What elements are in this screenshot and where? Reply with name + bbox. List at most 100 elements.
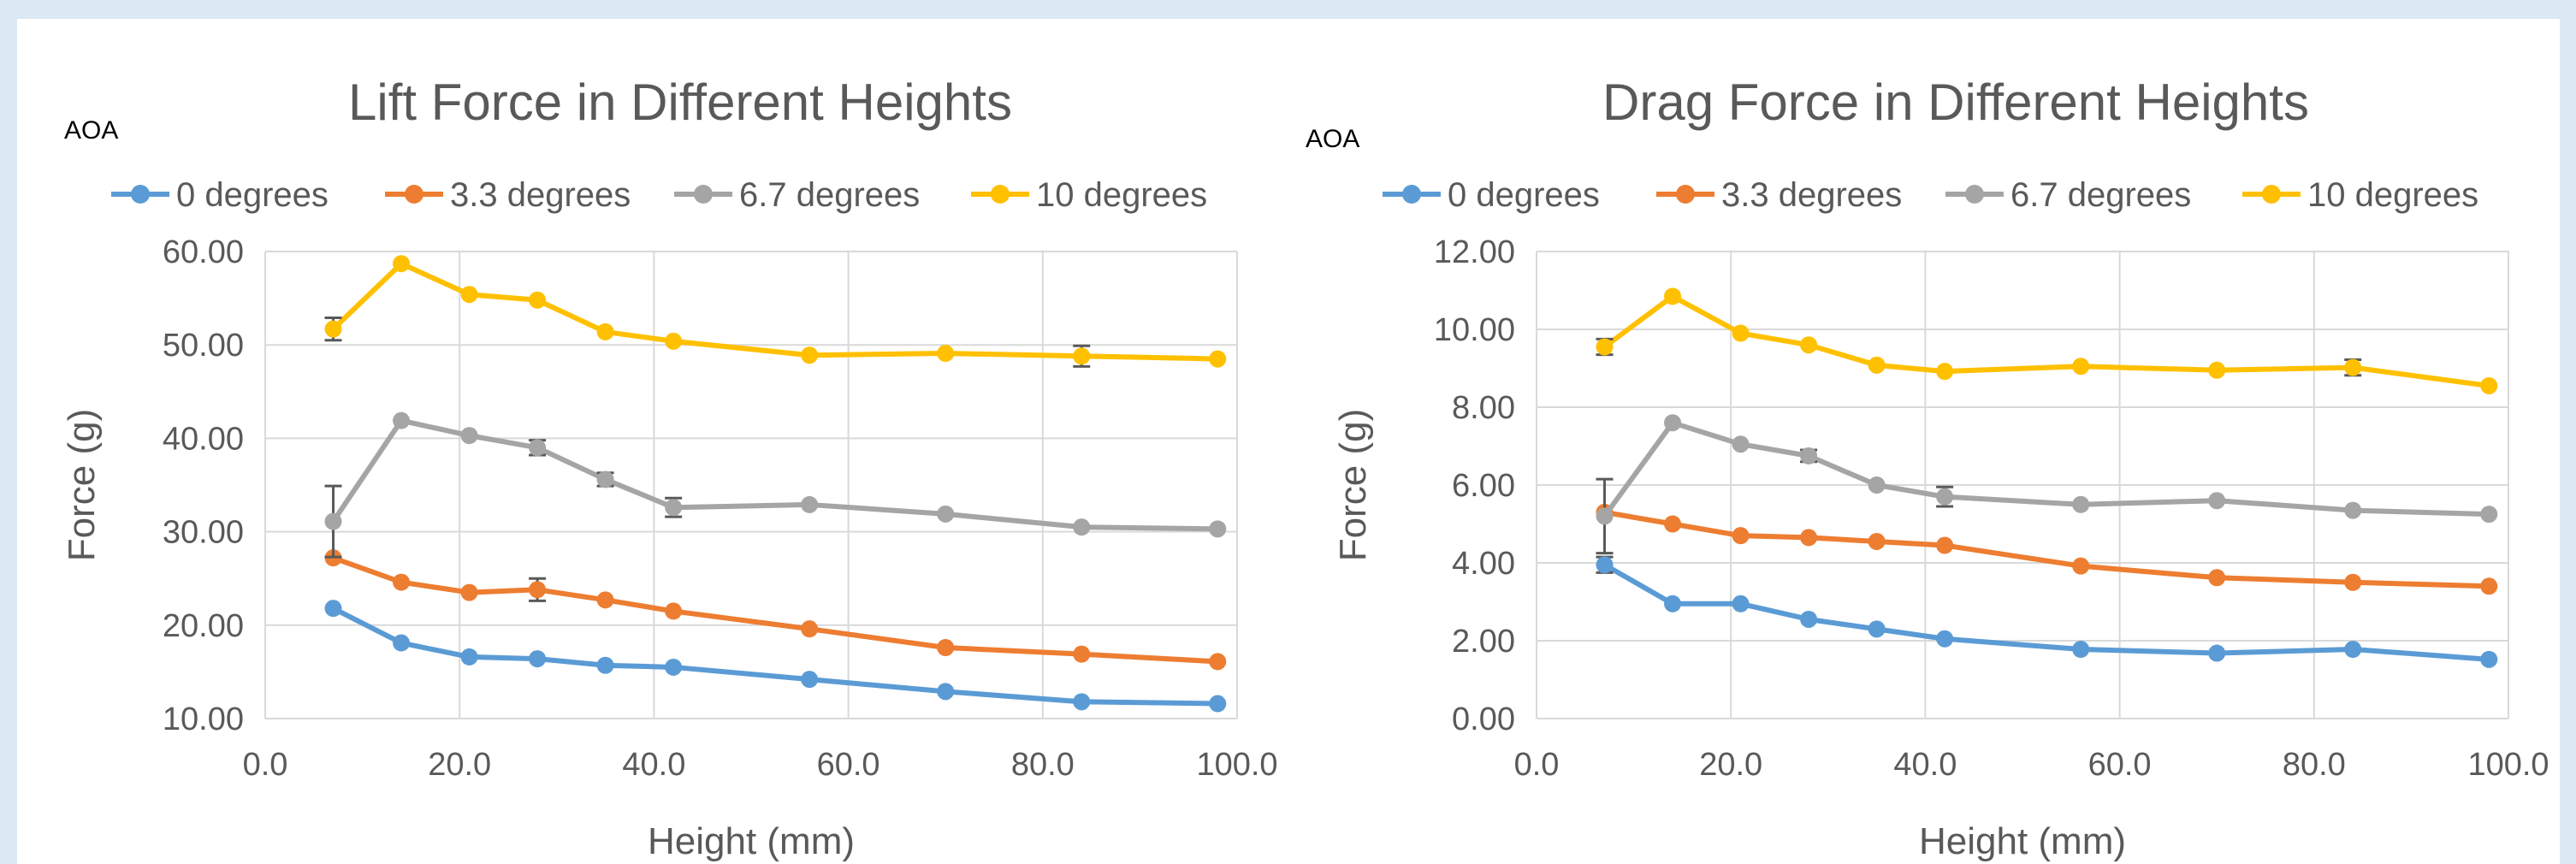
lift-chart-title: Lift Force in Different Heights [348,74,1012,131]
drag-data-point [1800,336,1818,354]
lift-data-point [801,495,819,513]
drag-data-point [1664,414,1682,432]
drag-data-point [1936,536,1954,554]
lift-x-tick-label: 20.0 [428,747,491,783]
drag-data-point [2480,577,2498,595]
lift-data-point [529,581,547,599]
drag-series-0 [1596,555,2498,668]
lift-series-3 [324,255,1227,368]
drag-y-axis-title: Force (g) [1332,409,1374,561]
drag-data-point [1800,610,1818,628]
lift-y-tick-label: 10.00 [163,701,244,737]
lift-x-tick-label: 80.0 [1011,747,1075,783]
lift-data-point [937,639,955,657]
legend-swatch-marker [991,185,1010,204]
drag-x-tick-label: 0.0 [1514,747,1560,783]
drag-y-tick-label: 6.00 [1452,468,1515,504]
drag-x-tick-label: 100.0 [2467,747,2549,783]
drag-force-chart: Drag Force in Different Heights AOA 0 degr… [1306,74,2549,862]
drag-data-point [1732,527,1750,545]
lift-data-point [596,323,614,340]
lift-x-tick-label: 40.0 [622,747,685,783]
drag-data-point [2480,376,2498,394]
drag-data-point [2072,641,2090,659]
legend-swatch-marker [2262,185,2281,204]
drag-y-tick-label: 4.00 [1452,546,1515,582]
drag-x-tick-label: 20.0 [1699,747,1762,783]
lift-series-line [330,417,1221,532]
legend-swatch-marker [1965,185,1984,204]
lift-x-tick-label: 0.0 [243,747,288,783]
lift-data-point [801,671,819,689]
lift-series-line [330,261,1221,362]
drag-series-3 [1596,287,2498,394]
lift-data-point [937,345,955,363]
legend-label: 10 degrees [1036,176,1207,214]
lift-data-point [324,512,342,530]
legend-label: 6.7 degrees [739,176,920,214]
legend-swatch-marker [1676,185,1695,204]
lift-y-axis-title: Force (g) [61,409,103,561]
lift-series-line [330,606,1221,707]
lift-legend-item-3: 10 degrees [971,176,1207,214]
lift-data-point [596,470,614,488]
drag-data-point [2208,569,2226,587]
lift-series-line [330,555,1221,665]
drag-legend-item-1: 3.3 degrees [1656,176,1902,214]
drag-series-2 [1596,414,2498,555]
drag-series-line [1602,562,2492,662]
drag-data-point [1664,287,1682,305]
drag-data-point [1732,435,1750,453]
drag-data-point [2480,506,2498,524]
drag-data-point [1868,532,1886,550]
legend-swatch-marker [131,185,150,204]
lift-y-tick-label: 40.00 [163,421,244,457]
lift-force-chart: Lift Force in Different Heights AOA 0 degr… [61,74,1278,862]
drag-data-point [2344,641,2362,659]
legend-label: 6.7 degrees [2010,176,2191,214]
drag-x-tick-label: 40.0 [1893,747,1957,783]
lift-series-0 [324,600,1227,713]
lift-data-point [1073,693,1091,711]
drag-data-point [1868,620,1886,638]
drag-x-axis-title: Height (mm) [1919,820,2126,862]
drag-legend-item-2: 6.7 degrees [1945,176,2191,214]
lift-data-point [1073,347,1091,365]
lift-data-point [937,683,955,701]
drag-data-point [1596,338,1614,356]
lift-data-point [393,411,411,429]
legend-label: 3.3 degrees [1721,176,1902,214]
lift-data-point [801,620,819,638]
drag-y-tick-label: 0.00 [1452,701,1515,737]
drag-data-point [2480,650,2498,668]
drag-legend-item-3: 10 degrees [2242,176,2478,214]
drag-y-tick-label: 12.00 [1434,234,1515,270]
lift-data-point [665,332,683,350]
drag-data-point [2072,495,2090,513]
drag-data-point [2208,361,2226,379]
lift-data-point [529,291,547,309]
drag-data-point [2072,557,2090,575]
legend-label: 10 degrees [2307,176,2478,214]
legend-label: 3.3 degrees [450,176,631,214]
lift-data-point [596,656,614,674]
drag-data-point [1868,476,1886,494]
drag-series-1 [1596,503,2498,595]
lift-legend-item-1: 3.3 degrees [385,176,631,214]
lift-series-1 [324,549,1227,671]
lift-data-point [393,573,411,591]
drag-series-line [1602,293,2492,388]
lift-data-point [596,591,614,609]
lift-data-point [1209,520,1227,538]
lift-data-point [460,583,478,601]
drag-data-point [2344,358,2362,376]
drag-data-point [1936,363,1954,381]
legend-swatch-marker [694,185,713,204]
lift-data-point [1209,653,1227,671]
lift-x-tick-label: 60.0 [817,747,880,783]
drag-data-point [1868,356,1886,374]
lift-y-tick-label: 60.00 [163,234,244,270]
drag-data-point [2344,573,2362,591]
lift-legend-title: AOA [64,116,118,145]
lift-data-point [324,320,342,338]
